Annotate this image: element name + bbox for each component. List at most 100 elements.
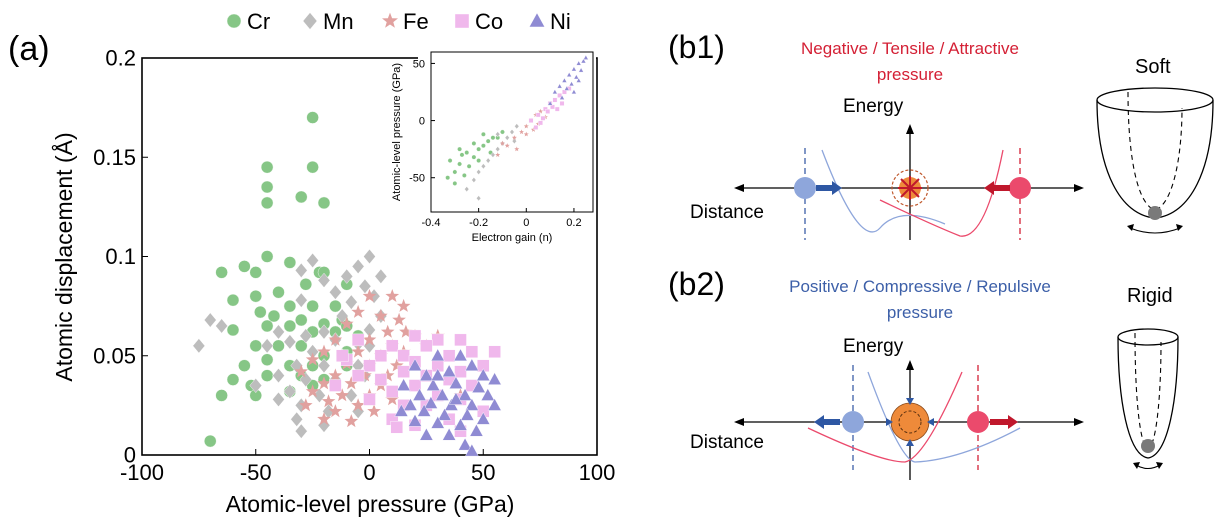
panel-label-a: (a)	[8, 30, 50, 68]
main-point-mn	[299, 372, 313, 388]
main-point-ni	[430, 368, 445, 381]
main-point-ni	[480, 388, 495, 401]
inset-point-co	[545, 109, 551, 114]
main-point-fe	[392, 312, 406, 326]
main-point-cr	[295, 313, 308, 327]
b1-right-arrowhead	[1074, 184, 1084, 192]
main-point-co	[351, 369, 365, 382]
main-point-ni	[449, 392, 463, 405]
main-point-ni	[464, 358, 479, 371]
main-point-mn	[351, 258, 365, 274]
inset-point-cr	[459, 152, 465, 158]
main-point-ni	[412, 388, 427, 401]
main-point-cr	[329, 299, 342, 313]
main-point-fe	[339, 316, 354, 330]
inset-scatter-points	[445, 54, 589, 202]
inset-xtick-label: 0.2	[566, 217, 581, 229]
inset-point-ni	[547, 100, 553, 106]
b1-center-dashed-ring	[891, 169, 929, 207]
inset-point-cr	[452, 169, 458, 175]
b1-right-arrow-shaft	[992, 185, 1010, 191]
main-point-cr	[306, 160, 319, 174]
main-point-co	[351, 333, 365, 347]
main-point-cr	[260, 160, 274, 174]
inset-plot-frame	[430, 51, 594, 213]
main-point-co	[390, 421, 403, 434]
main-point-mn	[192, 338, 206, 354]
inset-point-fe	[523, 131, 529, 137]
inset-point-ni	[583, 54, 589, 60]
main-point-ni	[430, 415, 445, 429]
main-point-mn	[306, 252, 319, 268]
main-point-fe	[367, 404, 381, 418]
main-point-cr	[249, 266, 262, 279]
main-point-co	[363, 393, 376, 406]
b2-distance-label: Distance	[690, 432, 764, 453]
main-point-co	[386, 385, 399, 398]
b1-energy-arrowhead	[906, 124, 914, 134]
main-point-mn	[283, 334, 297, 350]
main-y-axis-label: Atomic displacement (Å)	[50, 132, 77, 381]
main-point-fe	[362, 332, 377, 346]
legend-marker-ni	[528, 12, 546, 28]
main-point-ni	[453, 348, 468, 362]
main-point-ni	[417, 404, 432, 417]
main-point-ni	[437, 407, 452, 421]
main-point-co	[374, 373, 388, 386]
inset-point-ni	[561, 77, 568, 83]
main-point-ni	[426, 378, 441, 391]
b1-right-arrowhead-red	[984, 181, 994, 195]
main-point-co	[397, 349, 410, 362]
inset-point-fe	[538, 108, 544, 114]
main-point-mn	[294, 292, 308, 308]
main-point-ni	[396, 378, 411, 391]
inset-point-cr	[485, 138, 491, 144]
main-point-ni	[464, 398, 479, 411]
main-point-fe	[351, 344, 365, 358]
main-point-fe	[351, 398, 365, 412]
inset-xtick-label: -0.2	[469, 217, 488, 229]
main-point-cr	[260, 180, 274, 194]
main-point-mn	[345, 387, 358, 403]
main-point-co	[408, 329, 422, 343]
main-point-ni	[458, 437, 472, 451]
rigid-well	[1117, 328, 1179, 470]
b2-left-atom	[842, 411, 864, 433]
main-point-cr	[226, 373, 240, 386]
inset-point-co	[528, 118, 534, 123]
main-point-cr	[295, 190, 308, 204]
main-point-cr	[267, 309, 281, 323]
main-point-mn	[340, 268, 354, 284]
main-point-co	[336, 349, 349, 362]
inset-point-fe	[523, 123, 529, 129]
b2-energy-label: Energy	[843, 336, 904, 357]
main-point-cr	[238, 359, 251, 372]
inset-point-cr	[457, 146, 462, 152]
main-point-cr	[317, 196, 331, 210]
main-point-mn	[317, 358, 331, 374]
inset-xtick-label: 0	[523, 217, 529, 229]
inset-point-co	[533, 125, 539, 130]
main-point-cr	[260, 353, 274, 366]
inset-point-co	[535, 112, 541, 118]
inset-point-co	[554, 106, 560, 112]
main-ytick-label: 0	[124, 443, 136, 468]
main-point-ni	[460, 407, 475, 421]
inset-ytick-label: -50	[409, 173, 425, 185]
main-point-cr	[283, 299, 297, 313]
inset-ytick-label: 50	[413, 58, 425, 70]
b1-red-potential-curve	[879, 149, 1004, 237]
main-point-fe	[305, 352, 320, 366]
main-ytick-label: 0.2	[105, 46, 136, 71]
main-point-co	[374, 349, 388, 362]
b2-left-arrow-shaft	[822, 419, 840, 425]
main-point-co	[488, 345, 501, 358]
main-point-mn	[249, 378, 263, 394]
main-point-cr	[272, 286, 285, 299]
inset-point-ni	[552, 89, 558, 95]
main-point-ni	[419, 427, 434, 441]
main-point-fe	[374, 308, 388, 322]
main-point-ni	[464, 443, 479, 457]
main-ytick-label: 0.15	[93, 145, 136, 170]
main-point-cr	[215, 266, 228, 279]
